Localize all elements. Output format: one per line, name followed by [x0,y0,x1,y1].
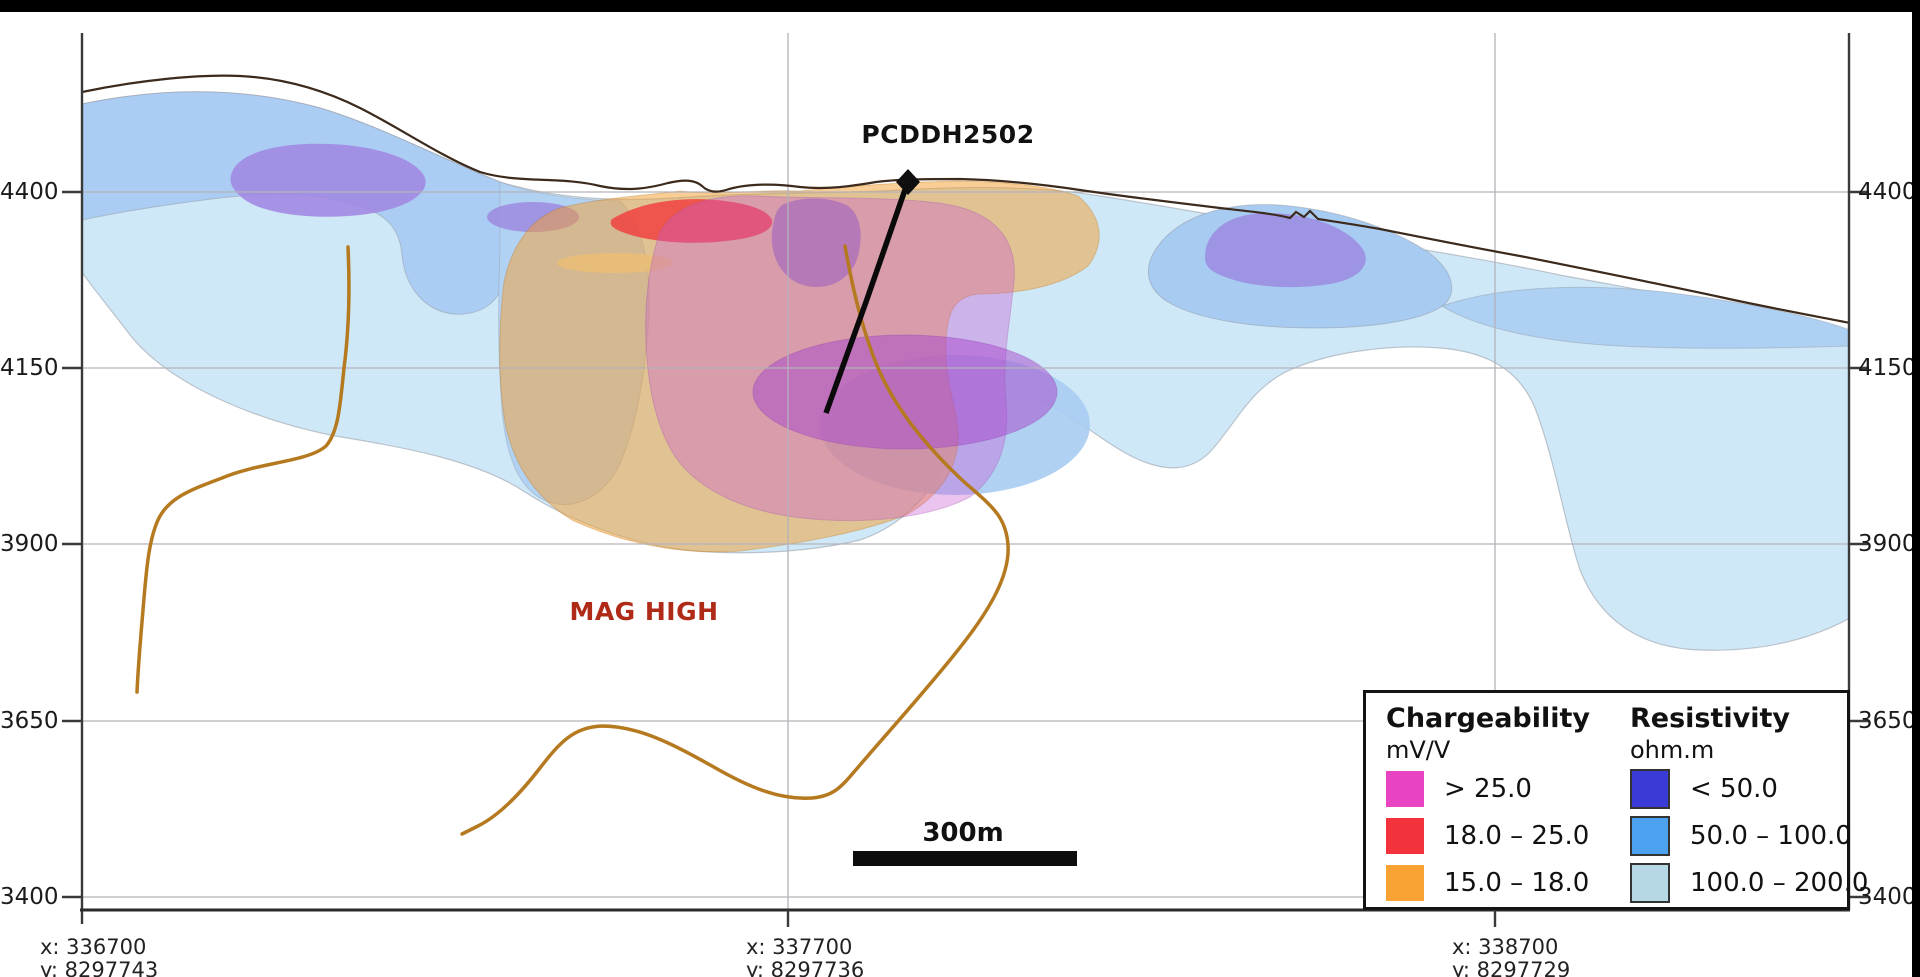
legend-item: 50.0 – 100.0 [1630,816,1852,856]
legend-item-label: 18.0 – 25.0 [1444,821,1590,851]
elev-label-left-3650: 3650 [0,708,59,734]
legend-item: < 50.0 [1630,769,1840,809]
coord-y: y: 8297729 [1452,958,1571,977]
legend-item: 100.0 – 200.0 [1630,863,1868,903]
coord-x: x: 337700 [746,935,853,959]
coord-x: x: 336700 [40,935,147,959]
coord-label-west: x: 336700 y: 8297743 [40,936,158,977]
legend: Chargeability mV/V > 25.0 18.0 – 25.0 15… [1363,690,1868,910]
chargeability-gt-25-upper-core [771,198,861,288]
contact-line-east [460,244,1010,836]
legend-item-label: < 50.0 [1690,774,1778,804]
elev-label-left-3900: 3900 [0,531,59,557]
legend-resistivity-title: Resistivity [1630,703,1791,734]
coord-y: y: 8297736 [746,958,865,977]
chargeability-18-25-region [610,199,773,243]
legend-item-label: > 25.0 [1444,774,1532,804]
legend-item-label: 50.0 – 100.0 [1690,821,1852,851]
chargeability-gt25-swatch [1386,771,1424,807]
contact-line-west [135,245,351,694]
resistivity-lt-50-west-core [230,143,426,217]
elev-label-right-3650: 3650 [1858,708,1917,734]
resistivity-lt50-swatch [1630,769,1670,809]
elev-label-left-4400: 4400 [0,179,59,205]
chargeability-gt-25-strong-ellipse [752,334,1058,450]
drillhole-collar-marker [896,169,920,195]
drillhole-trace [823,186,909,414]
coord-x: x: 338700 [1452,935,1559,959]
legend-resistivity: Resistivity ohm.m < 50.0 50.0 – 100.0 10… [1630,703,1868,907]
coord-label-east: x: 338700 y: 8297729 [1452,936,1570,977]
elev-label-right-3400: 3400 [1858,884,1917,910]
coord-y: y: 8297743 [40,958,159,977]
legend-item-label: 15.0 – 18.0 [1444,868,1590,898]
topography-line [82,74,1849,324]
resistivity-lt-50-east-core [1205,213,1366,288]
legend-chargeability: Chargeability mV/V > 25.0 18.0 – 25.0 15… [1386,703,1630,907]
elev-label-right-3900: 3900 [1858,531,1917,557]
legend-chargeability-unit: mV/V [1386,736,1451,764]
mag-high-label: MAG HIGH [569,597,719,626]
scalebar-label: 300m [922,818,1004,848]
elev-label-left-4150: 4150 [0,355,59,381]
chargeability-18-25-swatch [1386,818,1424,854]
resistivity-100-200-swatch [1630,863,1670,903]
legend-item: > 25.0 [1386,769,1630,809]
resistivity-50-100-right-lens [1440,286,1849,349]
top-black-border [0,0,1920,12]
legend-chargeability-title: Chargeability [1386,703,1591,734]
legend-resistivity-unit: ohm.m [1630,736,1715,764]
drillhole-label: PCDDH2502 [861,120,1035,149]
legend-item-label: 100.0 – 200.0 [1690,868,1869,898]
resistivity-50-100-swatch [1630,816,1670,856]
legend-item: 15.0 – 18.0 [1386,863,1630,903]
elev-label-left-3400: 3400 [0,884,59,910]
right-black-border [1912,0,1920,977]
elev-label-right-4400: 4400 [1858,179,1917,205]
elev-label-right-4150: 4150 [1858,355,1917,381]
coord-label-centre: x: 337700 y: 8297736 [746,936,864,977]
chargeability-15-18-swatch [1386,865,1424,901]
scalebar [853,851,1077,866]
legend-item: 18.0 – 25.0 [1386,816,1630,856]
